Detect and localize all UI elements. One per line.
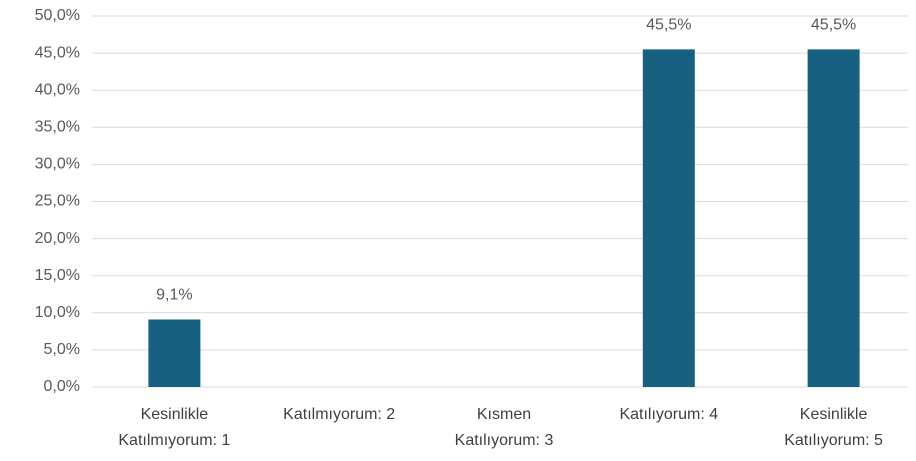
y-tick-label: 35,0% xyxy=(35,119,80,136)
y-tick-label: 15,0% xyxy=(35,267,80,284)
y-tick-label: 0,0% xyxy=(44,378,80,395)
x-tick-label: Kesinlikle Katılıyorum: 5 xyxy=(784,406,883,449)
y-tick-label: 30,0% xyxy=(35,156,80,173)
y-tick-label: 5,0% xyxy=(44,341,80,358)
bar xyxy=(642,49,695,387)
data-label: 9,1% xyxy=(156,287,192,304)
y-tick-label: 20,0% xyxy=(35,230,80,247)
data-label: 45,5% xyxy=(811,17,856,34)
y-tick-label: 45,0% xyxy=(35,44,80,61)
bar xyxy=(807,49,860,387)
x-tick-label: Katılıyorum: 4 xyxy=(619,406,719,423)
x-tick-label: Kesinlikle Katılmıyorum: 1 xyxy=(118,406,231,449)
x-tick-label: Katılmıyorum: 2 xyxy=(283,406,396,423)
y-tick-label: 40,0% xyxy=(35,81,80,98)
y-tick-label: 50,0% xyxy=(35,7,80,24)
data-label: 45,5% xyxy=(646,17,691,34)
x-tick-label: Kısmen Katılıyorum: 3 xyxy=(454,406,554,449)
y-tick-label: 10,0% xyxy=(35,304,80,321)
bar xyxy=(148,319,201,387)
y-tick-label: 25,0% xyxy=(35,193,80,210)
